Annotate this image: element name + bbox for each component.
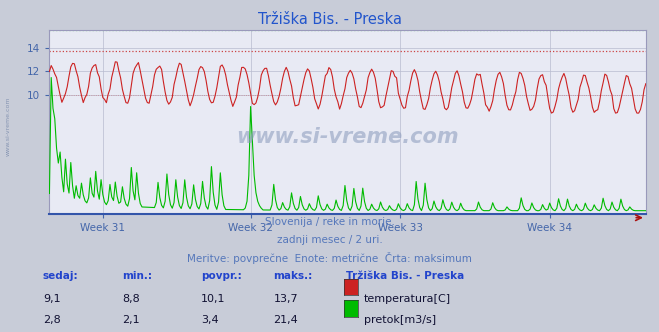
Text: temperatura[C]: temperatura[C] [364,294,451,304]
Text: Tržiška Bis. - Preska: Tržiška Bis. - Preska [346,271,464,281]
Text: povpr.:: povpr.: [201,271,242,281]
Text: 13,7: 13,7 [273,294,298,304]
Text: Tržiška Bis. - Preska: Tržiška Bis. - Preska [258,12,401,27]
Text: 3,4: 3,4 [201,315,219,325]
Text: Slovenija / reke in morje.: Slovenija / reke in morje. [264,217,395,227]
Text: 10,1: 10,1 [201,294,225,304]
Text: sedaj:: sedaj: [43,271,78,281]
Text: min.:: min.: [122,271,152,281]
Text: pretok[m3/s]: pretok[m3/s] [364,315,436,325]
Text: 2,8: 2,8 [43,315,61,325]
Text: 21,4: 21,4 [273,315,299,325]
Text: zadnji mesec / 2 uri.: zadnji mesec / 2 uri. [277,235,382,245]
Text: maks.:: maks.: [273,271,313,281]
Text: Meritve: povprečne  Enote: metrične  Črta: maksimum: Meritve: povprečne Enote: metrične Črta:… [187,252,472,264]
Text: 9,1: 9,1 [43,294,61,304]
Text: www.si-vreme.com: www.si-vreme.com [5,96,11,156]
Text: 2,1: 2,1 [122,315,140,325]
Text: www.si-vreme.com: www.si-vreme.com [237,127,459,147]
Text: 8,8: 8,8 [122,294,140,304]
